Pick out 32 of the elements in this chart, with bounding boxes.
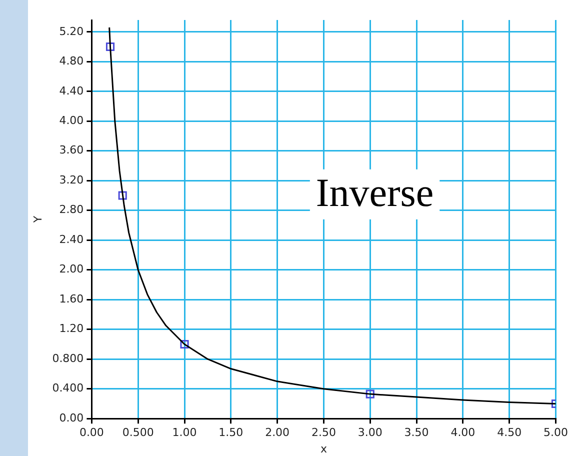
- x-tick-label: 2.00: [265, 426, 290, 440]
- y-tick-label: 5.20: [59, 24, 84, 38]
- y-tick-label: 0.00: [59, 411, 84, 424]
- y-tick-label: 1.60: [59, 292, 84, 306]
- y-tick-label: 4.00: [59, 114, 84, 127]
- y-tick-label: 0.800: [52, 352, 84, 365]
- point: [366, 390, 374, 398]
- point: [118, 191, 127, 200]
- x-tick-label: 2.50: [311, 426, 336, 440]
- y-tick-label: 2.00: [59, 262, 84, 276]
- x-tick-label: 4.00: [450, 426, 476, 440]
- x-tick-label: 0.00: [79, 426, 104, 440]
- y-tick-label: 2.80: [59, 203, 84, 216]
- y-tick-label: 4.80: [59, 54, 84, 68]
- y-tick-label: 3.60: [59, 144, 84, 157]
- y-tick-label: 0.400: [52, 382, 84, 395]
- x-axis-title: x: [320, 442, 328, 456]
- y-axis-title: Y: [31, 216, 44, 224]
- annotation: Inverse: [316, 170, 434, 215]
- x-tick-label: 3.00: [358, 426, 382, 440]
- x-tick-label: 5.00: [544, 426, 568, 440]
- point: [106, 42, 115, 52]
- y-tick-label: 1.20: [59, 322, 84, 336]
- y-tick-label: 3.20: [59, 173, 84, 186]
- x-tick-label: 1.00: [172, 426, 197, 440]
- y-tick-label: 4.40: [59, 84, 84, 98]
- point: [180, 340, 189, 349]
- x-tick-label: 1.50: [218, 426, 244, 440]
- y-tick-label: 2.40: [59, 232, 84, 246]
- x-tick-label: 3.50: [404, 426, 429, 440]
- x-tick-label: 4.50: [497, 426, 522, 440]
- x-tick-label: 0.500: [122, 426, 154, 440]
